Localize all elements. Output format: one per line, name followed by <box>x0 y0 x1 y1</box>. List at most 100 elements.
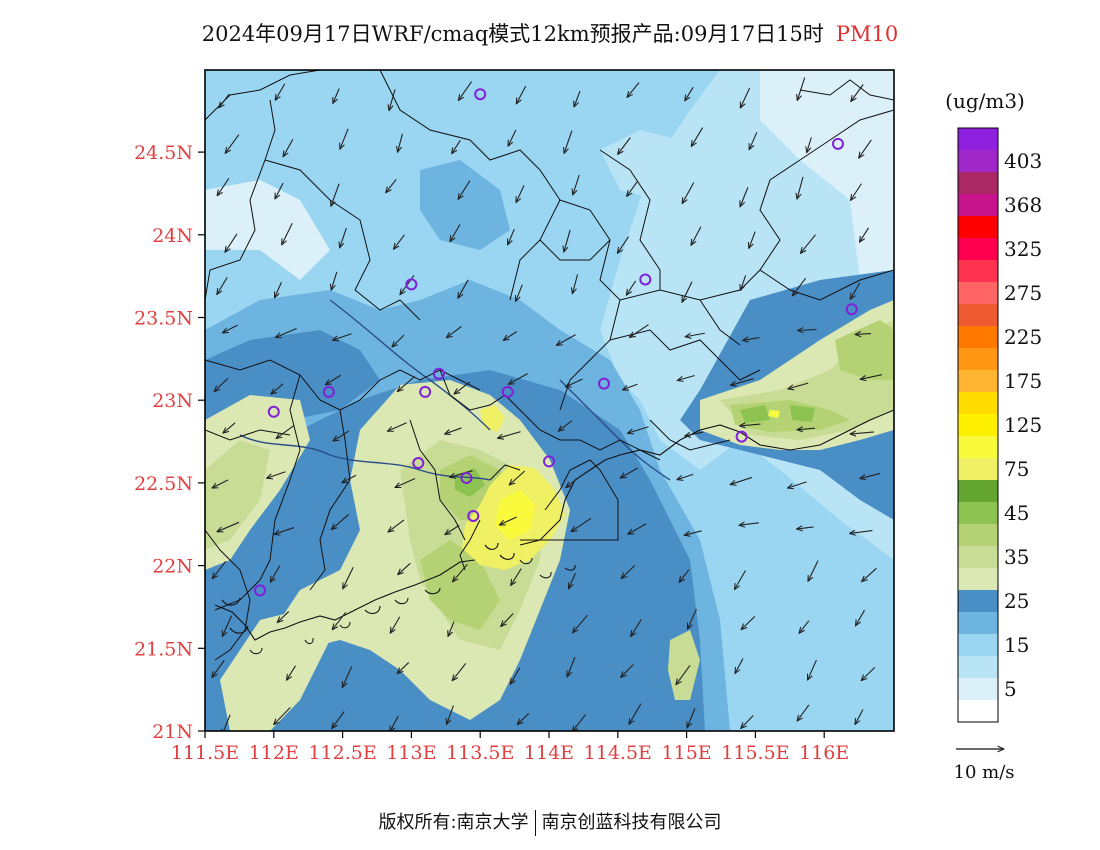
wind-arrow <box>389 89 396 110</box>
wind-arrow <box>679 569 690 583</box>
wind-arrow <box>332 711 345 729</box>
wind-arrow <box>685 86 694 101</box>
wind-arrow <box>856 609 865 626</box>
wind-arrow <box>398 133 403 152</box>
lon-tick-label: 115.5E <box>721 742 789 764</box>
colorbar-swatch <box>958 480 998 502</box>
wind-arrow <box>497 431 521 439</box>
wind-arrow <box>212 479 229 488</box>
wind-arrow <box>342 474 357 483</box>
wind-arrow <box>395 478 416 488</box>
wind-arrow <box>458 180 471 200</box>
wind-arrow <box>735 570 746 589</box>
wind-arrow <box>627 82 640 98</box>
wind-arrow <box>682 182 695 204</box>
wind-arrow <box>572 274 579 293</box>
wind-arrow <box>629 324 649 338</box>
wind-arrow <box>687 708 696 727</box>
wind-arrow <box>450 224 461 241</box>
wind-arrow <box>621 664 634 678</box>
station-marker <box>845 303 858 316</box>
wind-arrow <box>691 226 702 246</box>
colorbar-swatch <box>958 436 998 458</box>
wind-arrow <box>331 183 340 207</box>
wind-arrow <box>564 229 571 252</box>
station-marker <box>405 278 418 291</box>
wind-arrow <box>388 519 405 532</box>
wind-arrow <box>275 182 284 199</box>
colorbar-unit: (ug/m3) <box>945 89 1025 113</box>
wind-arrow <box>340 227 347 248</box>
wind-arrow <box>558 420 573 431</box>
wind-arrow <box>325 374 341 385</box>
wind-arrow <box>735 658 744 673</box>
wind-arrow <box>333 430 350 441</box>
wind-arrow <box>627 426 649 433</box>
wind-arrow <box>271 383 284 394</box>
wind-arrow <box>394 234 405 249</box>
station-marker <box>543 455 555 468</box>
wind-arrow <box>452 139 461 153</box>
wind-arrow <box>799 620 810 634</box>
station-marker <box>467 509 480 522</box>
colorbar-swatch <box>958 524 998 546</box>
wind-arrow <box>509 470 526 485</box>
station-marker <box>501 385 514 398</box>
lon-tick-label: 115E <box>662 742 712 764</box>
wind-arrow <box>508 373 528 385</box>
colorbar-label: 75 <box>1004 457 1029 481</box>
wind-arrow <box>222 324 238 333</box>
colorbar-label: 15 <box>1004 633 1029 657</box>
station-marker <box>598 377 611 390</box>
colorbar-swatch <box>958 282 998 304</box>
wind-arrow <box>788 382 809 389</box>
lat-tick-label: 22N <box>152 556 193 578</box>
wind-arrow <box>749 231 756 249</box>
wind-arrow <box>510 667 521 684</box>
colorbar-swatch <box>958 194 998 216</box>
wind-arrow <box>508 129 517 146</box>
title-main: 2024年09月17日WRF/cmaq模式12km预报产品:09月17日15时 <box>201 22 824 46</box>
wind-arrow <box>445 524 460 534</box>
wind-arrow <box>743 338 760 341</box>
wind-arrow <box>275 328 297 338</box>
station-marker <box>412 457 425 470</box>
wind-arrow <box>627 181 638 197</box>
wind-arrow <box>508 228 515 245</box>
wind-arrow <box>682 281 693 303</box>
wind-arrow <box>516 284 523 302</box>
wind-arrow <box>691 127 704 147</box>
wind-arrow <box>740 275 747 290</box>
station-marker <box>254 584 267 597</box>
wind-vectors <box>212 77 882 731</box>
wind-arrow <box>333 333 352 341</box>
wind-arrow <box>331 271 338 290</box>
wind-arrow <box>283 138 294 156</box>
wind-arrow <box>797 527 814 529</box>
station-marker <box>831 137 844 150</box>
colorbar-swatch <box>958 590 998 612</box>
lon-tick-label: 116E <box>799 742 849 764</box>
wind-arrow <box>217 521 240 531</box>
lon-tick-label: 113E <box>386 742 436 764</box>
colorbar-label: 35 <box>1004 545 1029 569</box>
wind-arrow <box>448 621 455 637</box>
wind-arrow <box>277 611 290 622</box>
lat-tick-label: 22.5N <box>134 473 193 495</box>
wind-arrow <box>445 427 462 434</box>
wind-arrow <box>275 282 282 298</box>
lon-tick-label: 112.5E <box>308 742 376 764</box>
wind-arrow <box>340 128 349 149</box>
wind-arrow <box>454 381 471 394</box>
colorbar: 5 15 25 35 45 75 125 175 225 275 325 368 403 <box>957 127 1042 723</box>
wind-arrow <box>565 378 583 387</box>
wind-arrow <box>556 334 576 346</box>
wind-arrow <box>808 659 817 680</box>
wind-arrow <box>860 374 882 380</box>
wind-arrow <box>398 562 411 574</box>
wind-arrow <box>859 139 872 158</box>
wind-arrow <box>333 88 340 104</box>
wind-arrow <box>274 527 295 535</box>
wind-arrow <box>798 330 817 331</box>
